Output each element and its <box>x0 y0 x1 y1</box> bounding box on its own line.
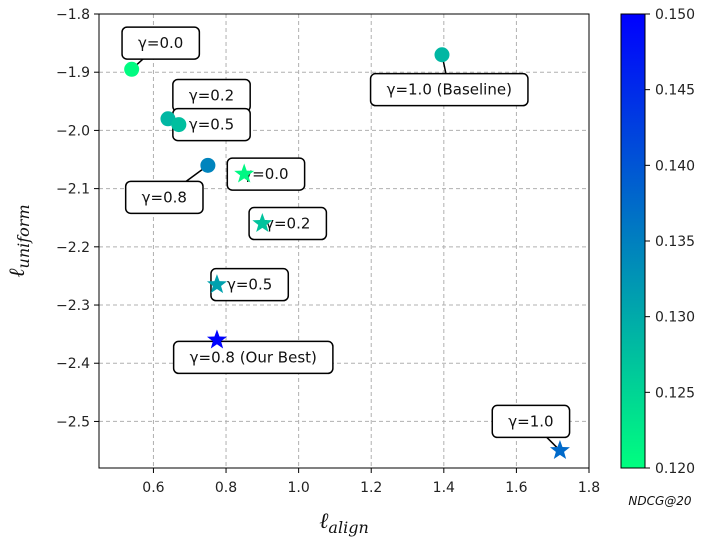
y-tick-label: −2.1 <box>56 182 90 198</box>
annotation-label: γ=0.0 <box>243 165 288 183</box>
annotation-box <box>248 206 328 241</box>
plot-area <box>98 13 590 469</box>
y-tick-label: −1.8 <box>56 7 90 23</box>
annotation-label: γ=0.5 <box>189 116 234 134</box>
point-annotation: γ=0.8 <box>124 164 209 215</box>
x-tick-label: 0.6 <box>142 480 164 496</box>
annotation-box <box>121 26 201 60</box>
colorbar-tick-label: 0.120 <box>655 461 695 477</box>
star-marker <box>549 440 570 460</box>
x-tick-label: 0.8 <box>215 480 237 496</box>
point-annotation: γ=0.0 <box>226 157 306 191</box>
x-tick-label: 1.2 <box>360 480 382 496</box>
star-marker <box>206 329 227 349</box>
y-axis-label-subscript: uniform <box>14 204 33 268</box>
annotation-label: γ=0.8 (Our Best) <box>190 348 317 366</box>
colorbar-ticks: 0.120 0.125 0.130 0.135 0.140 0.145 0.150 <box>645 7 695 477</box>
annotation-box <box>369 72 529 107</box>
y-tick-label: −2.4 <box>56 356 90 372</box>
annotation-label: γ=0.2 <box>189 86 234 104</box>
colorbar-tick-label: 0.135 <box>655 234 695 250</box>
star-marker <box>234 163 255 183</box>
axis-ticks: 0.6 0.8 1.0 1.2 1.4 1.6 1.8 −1.8 −1.9 −2.0 −2.1 −2.… <box>56 7 600 496</box>
annotation-label: γ=0.2 <box>265 215 310 233</box>
point-annotation: γ=1.0 (Baseline) <box>369 54 529 107</box>
y-tick-label: −1.9 <box>56 65 90 81</box>
annotation-box <box>210 267 290 302</box>
annotation-box <box>172 340 334 375</box>
annotation-box <box>124 180 204 215</box>
point-annotation: γ=0.5 <box>172 107 251 142</box>
annotation-label: γ=1.0 (Baseline) <box>387 81 512 99</box>
x-tick-label: 1.0 <box>287 480 309 496</box>
colorbar-tick-label: 0.125 <box>655 385 695 401</box>
x-tick-label: 1.8 <box>578 480 600 496</box>
colorbar-tick-label: 0.130 <box>655 310 695 326</box>
circle-marker <box>171 117 187 133</box>
colorbar-tick-label: 0.140 <box>655 158 695 174</box>
circle-marker <box>434 47 450 63</box>
circle-marker <box>124 61 140 77</box>
annotation-label: γ=0.8 <box>142 188 187 206</box>
annotation-box <box>491 404 571 439</box>
y-tick-label: −2.2 <box>56 240 90 256</box>
y-tick-label: −2.3 <box>56 298 90 314</box>
y-tick-label: −2.5 <box>56 414 90 430</box>
point-annotation: γ=1.0 <box>491 404 571 452</box>
annotation-label: γ=0.0 <box>138 34 183 52</box>
star-marker <box>252 213 273 233</box>
colorbar-label: NDCG@20 <box>628 494 692 508</box>
annotation-box <box>226 157 306 191</box>
point-annotation: γ=0.5 <box>210 267 290 302</box>
y-tick-label: −2.0 <box>56 123 90 139</box>
x-axis-label-subscript: align <box>328 518 368 537</box>
x-tick-label: 1.4 <box>433 480 455 496</box>
point-annotation: γ=0.2 <box>248 206 328 241</box>
colorbar <box>620 13 646 469</box>
x-axis-label: ℓalign <box>319 509 369 537</box>
point-annotation: γ=0.8 (Our Best) <box>172 339 334 375</box>
point-annotation: γ=0.0 <box>121 26 201 70</box>
circle-marker <box>200 157 216 173</box>
star-marker <box>206 274 227 294</box>
annotations: γ=0.0 γ=0.2 γ=0.5 γ=0.8 γ=1.0 (Baseline) γ=0.… <box>121 26 571 452</box>
y-axis-label-symbol: ℓ <box>5 268 30 278</box>
x-tick-label: 1.6 <box>505 480 527 496</box>
colorbar-tick-label: 0.150 <box>655 7 695 23</box>
x-axis-label-symbol: ℓ <box>319 509 329 534</box>
annotation-label: γ=1.0 <box>508 412 553 430</box>
y-axis-label: ℓuniform <box>5 204 33 277</box>
annotation-label: γ=0.5 <box>227 276 272 294</box>
colorbar-tick-label: 0.145 <box>655 83 695 99</box>
data-points <box>124 47 570 460</box>
point-annotation: γ=0.2 <box>167 78 251 120</box>
